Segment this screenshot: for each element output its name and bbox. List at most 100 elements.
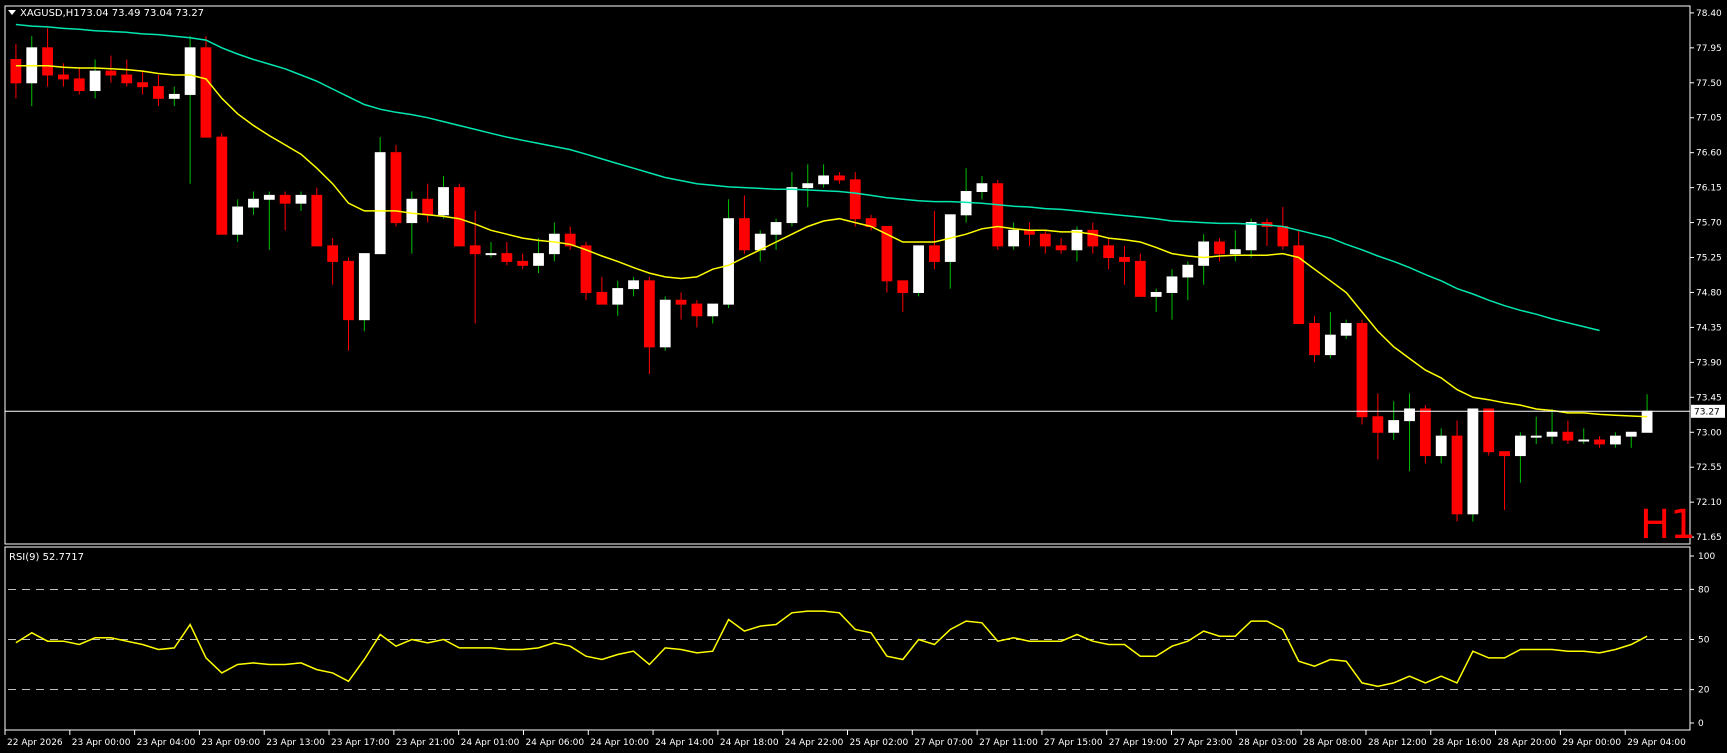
rsi-tick-label: 100 [1698,552,1715,562]
candle [1103,238,1115,270]
candle-body [1483,408,1495,453]
candle [311,187,323,247]
candle [691,300,703,328]
price-tick-label: 73.45 [1696,393,1722,403]
candle-body [976,183,988,193]
time-axis: 22 Apr 2026 23 Apr 00:00 23 Apr 04:00 23 Ap… [4,730,1686,748]
candle-body [612,288,624,305]
price-tick-label: 72.55 [1696,463,1722,473]
candle-body [818,175,829,185]
candle [723,199,734,309]
candle [612,280,624,316]
price-tick-label: 77.95 [1696,44,1722,54]
candle [1134,253,1146,297]
candle-body [643,280,655,348]
candle-body [1182,264,1194,278]
rsi-tick-label: 20 [1698,686,1710,696]
candle [1625,431,1637,448]
candle-body [1562,431,1574,441]
candle-body [786,187,798,224]
candle-body [422,198,434,216]
candle [121,59,133,87]
candle [469,210,481,324]
candle [596,276,608,305]
candle [295,191,307,211]
candle-body [390,152,402,224]
moving-average-slow-line [15,23,1600,332]
candle [564,226,576,250]
candle-body [802,183,814,189]
time-tick-label: 22 Apr 2026 [7,738,63,748]
price-tick-label: 72.10 [1696,498,1722,508]
candle [659,296,671,351]
candle-body [1324,334,1336,356]
current-price-tag [1691,404,1725,418]
time-tick-label: 23 Apr 09:00 [201,738,260,748]
candle-body [517,260,529,266]
candle [1039,230,1051,254]
price-tick-label: 77.50 [1696,79,1722,89]
candle-body [1309,323,1320,356]
candle [358,253,370,332]
candle [818,164,829,188]
price-tick-label: 71.65 [1696,533,1722,543]
time-tick-label: 27 Apr 15:00 [1044,738,1103,748]
candle-body [1499,451,1510,457]
candle [73,67,85,95]
candle-body [263,194,275,200]
candle [1388,401,1400,441]
price-tick-label: 76.15 [1696,184,1722,194]
candle [1198,234,1210,285]
candle [343,257,354,351]
candle-body [137,82,149,88]
candle-body [1451,435,1463,515]
rsi-layer: 100 80 50 20 0 [8,552,1715,729]
candle-body [485,253,497,256]
candle [1340,319,1352,340]
candle [1499,451,1510,510]
candle-body [42,47,54,76]
candle-body [1404,408,1415,422]
candle-body [533,253,544,266]
current-price-label: 73.27 [1694,407,1720,417]
candle-body [691,303,703,317]
candle [770,218,782,250]
candle-body [1356,323,1368,418]
symbol-dropdown-icon[interactable] [8,10,16,15]
candle-body [121,74,133,84]
candle-body [770,222,782,235]
time-tick-label: 25 Apr 02:00 [850,738,909,748]
time-tick-label: 23 Apr 04:00 [137,738,196,748]
candle-body [1419,408,1431,457]
candle [1087,222,1099,254]
price-axis: 78.40 77.95 77.50 77.05 76.60 76.15 75.70 75.25… [1690,9,1722,543]
candle-body [1134,260,1146,297]
time-tick-label: 23 Apr 00:00 [72,738,131,748]
price-panel-frame [4,5,1691,545]
time-tick-label: 28 Apr 20:00 [1498,738,1557,748]
price-tick-label: 75.25 [1696,254,1722,264]
candle-body [881,225,893,282]
candle [1182,261,1194,301]
candle-body [1388,420,1400,433]
price-tick-label: 75.70 [1696,219,1722,229]
candle-body [1103,245,1115,259]
candle [153,75,164,107]
candles-layer [10,28,1653,522]
candle [1245,218,1257,258]
candle [533,238,544,274]
candle [1578,428,1590,444]
candle-body [73,78,85,92]
candle-body [1198,241,1210,266]
price-tick-label: 74.80 [1696,288,1722,298]
candle [897,280,909,312]
candle [834,172,845,184]
candle [1356,319,1368,425]
candle-body [1039,233,1051,247]
candle-body [723,218,734,305]
candle [137,71,149,95]
time-tick-label: 27 Apr 19:00 [1109,738,1168,748]
candle [1435,428,1447,464]
candle-body [327,245,339,262]
